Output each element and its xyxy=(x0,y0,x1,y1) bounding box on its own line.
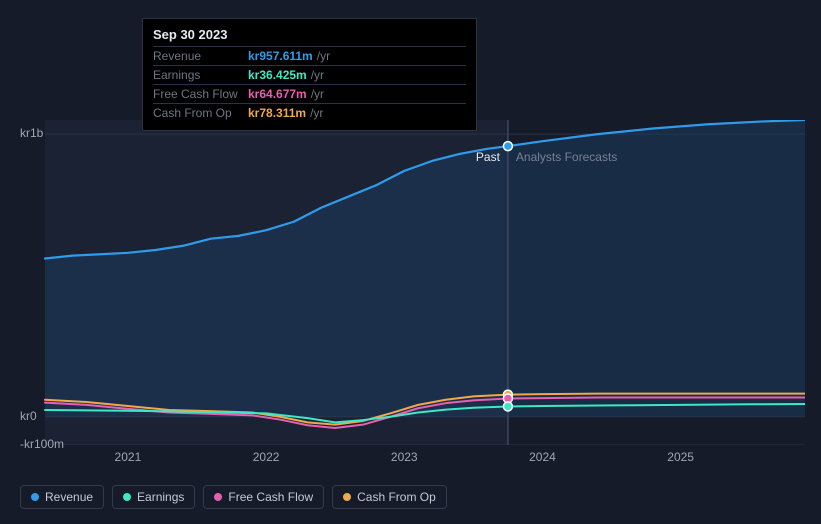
legend-item-label: Revenue xyxy=(45,490,93,504)
x-axis-label: 2023 xyxy=(391,450,418,464)
earnings-revenue-chart[interactable]: kr1bkr0-kr100m 20212022202320242025 Past… xyxy=(20,120,805,460)
y-axis-label: -kr100m xyxy=(20,437,64,451)
legend-item-revenue[interactable]: Revenue xyxy=(20,485,104,509)
past-label: Past xyxy=(476,150,500,164)
tooltip-date: Sep 30 2023 xyxy=(153,27,466,46)
x-axis-label: 2021 xyxy=(115,450,142,464)
forecast-label: Analysts Forecasts xyxy=(516,150,617,164)
legend-dot-icon xyxy=(123,493,131,501)
legend-item-cashop[interactable]: Cash From Op xyxy=(332,485,447,509)
tooltip-row: Free Cash Flowkr64.677m/yr xyxy=(153,84,466,103)
legend-item-fcf[interactable]: Free Cash Flow xyxy=(203,485,324,509)
tooltip-row-value: kr36.425m xyxy=(248,68,307,82)
tooltip-row-label: Cash From Op xyxy=(153,106,248,120)
y-axis-label: kr1b xyxy=(20,126,43,140)
x-axis-label: 2024 xyxy=(529,450,556,464)
tooltip-row-suffix: /yr xyxy=(317,49,330,63)
tooltip-row-value: kr957.611m xyxy=(248,49,313,63)
y-axis-label: kr0 xyxy=(20,409,37,423)
tooltip-row-value: kr78.311m xyxy=(248,106,306,120)
legend-dot-icon xyxy=(343,493,351,501)
tooltip-row-suffix: /yr xyxy=(311,87,324,101)
legend-item-label: Cash From Op xyxy=(357,490,436,504)
tooltip-row-value: kr64.677m xyxy=(248,87,307,101)
x-axis-label: 2022 xyxy=(253,450,280,464)
tooltip-row-suffix: /yr xyxy=(311,68,324,82)
chart-canvas xyxy=(20,120,805,445)
tooltip-row: Cash From Opkr78.311m/yr xyxy=(153,103,466,122)
tooltip-row-suffix: /yr xyxy=(310,106,323,120)
legend-item-label: Earnings xyxy=(137,490,184,504)
tooltip-row-label: Revenue xyxy=(153,49,248,63)
tooltip-row-label: Free Cash Flow xyxy=(153,87,248,101)
legend-item-earnings[interactable]: Earnings xyxy=(112,485,195,509)
chart-tooltip: Sep 30 2023 Revenuekr957.611m/yrEarnings… xyxy=(142,18,477,131)
chart-legend: Revenue Earnings Free Cash Flow Cash From O… xyxy=(20,485,447,509)
tooltip-row-label: Earnings xyxy=(153,68,248,82)
x-axis-label: 2025 xyxy=(667,450,694,464)
legend-dot-icon xyxy=(31,493,39,501)
legend-item-label: Free Cash Flow xyxy=(228,490,313,504)
legend-dot-icon xyxy=(214,493,222,501)
tooltip-row: Earningskr36.425m/yr xyxy=(153,65,466,84)
tooltip-row: Revenuekr957.611m/yr xyxy=(153,46,466,65)
